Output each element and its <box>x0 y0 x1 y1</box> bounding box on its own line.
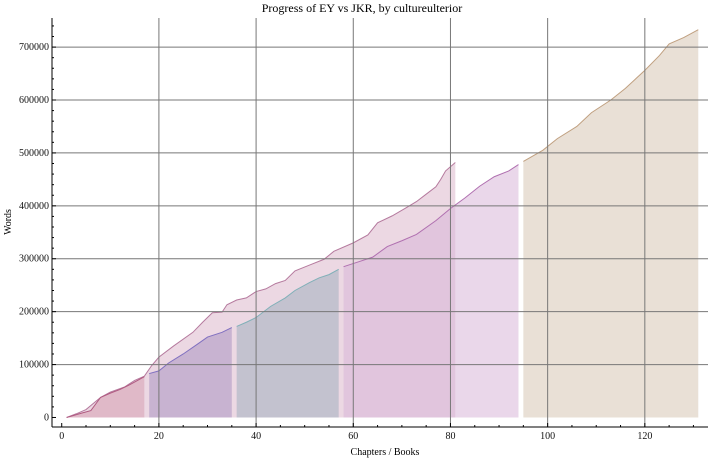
axes: 0 20 40 60 80 100 120 0 100000 200000 300000 400000… <box>19 18 708 442</box>
area-book-2 <box>149 327 232 418</box>
line-book-2 <box>149 327 233 375</box>
x-axis-label: Chapters / Books <box>351 447 420 458</box>
x-tick-label: 100 <box>540 431 555 442</box>
chart-title: Progress of EY vs JKR, by cultureulterio… <box>262 1 463 15</box>
grid-lines <box>52 18 708 427</box>
y-tick-label: 100000 <box>19 360 49 371</box>
x-tick-label: 20 <box>154 431 164 442</box>
series-areas <box>66 29 699 418</box>
line-book-5 <box>523 29 699 162</box>
x-tick-label: 120 <box>637 431 652 442</box>
y-tick-label: 700000 <box>19 42 49 53</box>
area-book-1 <box>66 376 145 418</box>
y-tick-label: 500000 <box>19 148 49 159</box>
line-book-1 <box>66 376 145 418</box>
line-book-4 <box>343 164 519 268</box>
x-tick-label: 80 <box>445 431 455 442</box>
x-tick-label: 60 <box>348 431 358 442</box>
area-book-3 <box>236 269 339 418</box>
y-tick-label: 600000 <box>19 95 49 106</box>
y-tick-label: 200000 <box>19 307 49 318</box>
line-book-3 <box>236 268 339 327</box>
area-book-5 <box>523 29 699 418</box>
x-tick-label: 40 <box>251 431 261 442</box>
y-tick-label: 300000 <box>19 254 49 265</box>
y-axis-label: Words <box>3 209 14 235</box>
x-tick-label: 0 <box>59 431 64 442</box>
y-tick-label: 0 <box>44 412 49 423</box>
y-tick-label: 400000 <box>19 201 49 212</box>
area-book-4 <box>343 164 519 418</box>
